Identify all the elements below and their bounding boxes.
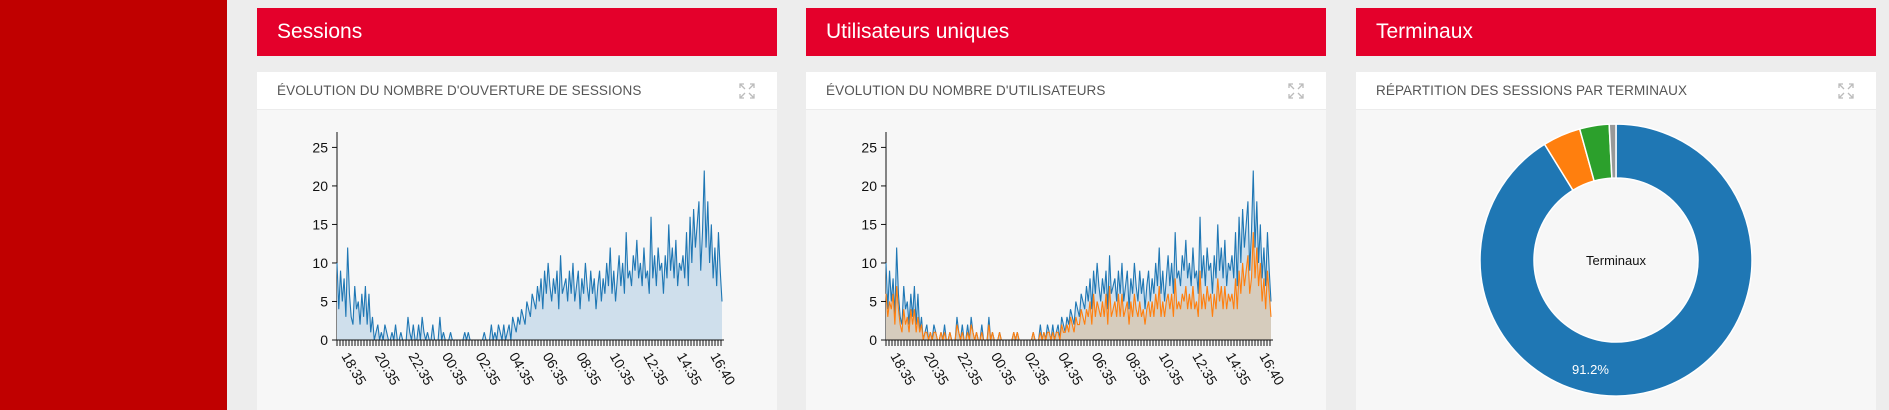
y-tick-label: 20 — [312, 178, 328, 194]
y-axis: 0 5 10 15 20 25 — [861, 132, 887, 348]
y-tick-label: 10 — [312, 255, 328, 271]
donut-slice-label: 91.2% — [1572, 362, 1609, 377]
x-tick-label: 18:35 — [338, 350, 369, 389]
series-area-0 — [337, 170, 722, 340]
terminals-donut-chart: 91.2% Terminaux — [1479, 123, 1753, 397]
card-header: RÉPARTITION DES SESSIONS PAR TERMINAUX — [1356, 72, 1876, 110]
x-tick-label: 20:35 — [372, 350, 403, 389]
x-tick-label: 00:35 — [439, 350, 470, 389]
expand-icon[interactable] — [739, 83, 755, 99]
y-axis: 0 5 10 15 20 25 — [312, 132, 338, 348]
x-tick-label: 12:35 — [1189, 350, 1220, 389]
section-header-sessions: Sessions — [257, 8, 777, 56]
card-title: ÉVOLUTION DU NOMBRE D'UTILISATEURS — [826, 83, 1106, 98]
x-tick-label: 10:35 — [607, 350, 638, 389]
y-tick-label: 15 — [861, 216, 877, 232]
x-axis: 18:35 20:35 22:35 00:35 02:35 04:35 06:35 08:35… — [336, 339, 739, 389]
column-sessions: Sessions ÉVOLUTION DU NOMBRE D'OUVERTURE… — [257, 8, 777, 410]
sessions-chart: 0 5 10 15 20 25 18:35 20:35 22:35 00:35 02:35 04:35… — [312, 132, 739, 389]
y-tick-label: 5 — [869, 293, 877, 309]
x-tick-label: 08:35 — [573, 350, 604, 389]
sidebar — [0, 0, 227, 410]
x-tick-label: 10:35 — [1156, 350, 1187, 389]
card-sessions: ÉVOLUTION DU NOMBRE D'OUVERTURE DE SESSI… — [257, 72, 777, 410]
x-tick-label: 12:35 — [640, 350, 671, 389]
expand-icon[interactable] — [1838, 83, 1854, 99]
x-tick-label: 18:35 — [887, 350, 918, 389]
card-users: ÉVOLUTION DU NOMBRE D'UTILISATEURS 0 5 10 1… — [806, 72, 1326, 410]
y-tick-label: 15 — [312, 216, 328, 232]
card-title: RÉPARTITION DES SESSIONS PAR TERMINAUX — [1376, 83, 1688, 98]
x-tick-label: 20:35 — [921, 350, 952, 389]
x-tick-label: 22:35 — [405, 350, 436, 389]
donut-center-label: Terminaux — [1586, 253, 1646, 268]
x-tick-label: 00:35 — [988, 350, 1019, 389]
expand-icon[interactable] — [1288, 83, 1304, 99]
x-tick-label: 04:35 — [506, 350, 537, 389]
x-tick-label: 06:35 — [540, 350, 571, 389]
y-tick-label: 25 — [861, 139, 877, 155]
x-tick-label: 22:35 — [954, 350, 985, 389]
y-tick-label: 20 — [861, 178, 877, 194]
y-tick-label: 5 — [320, 293, 328, 309]
y-tick-label: 0 — [869, 332, 877, 348]
x-tick-label: 06:35 — [1089, 350, 1120, 389]
x-tick-label: 02:35 — [1022, 350, 1053, 389]
series-area-1 — [886, 232, 1271, 340]
x-axis: 18:35 20:35 22:35 00:35 02:35 04:35 06:35 08:35… — [885, 339, 1288, 389]
section-header-users: Utilisateurs uniques — [806, 8, 1326, 56]
card-header: ÉVOLUTION DU NOMBRE D'UTILISATEURS — [806, 72, 1326, 110]
x-tick-label: 02:35 — [473, 350, 504, 389]
users-chart: 0 5 10 15 20 25 18:35 20:35 22:35 00:35 02:35 04:35… — [861, 132, 1288, 389]
donut-slice-3 — [1608, 123, 1617, 179]
x-tick-label: 16:40 — [1256, 350, 1287, 389]
x-tick-label: 14:35 — [674, 350, 705, 389]
y-tick-label: 10 — [861, 255, 877, 271]
card-header: ÉVOLUTION DU NOMBRE D'OUVERTURE DE SESSI… — [257, 72, 777, 110]
series-line-0 — [336, 170, 723, 341]
x-tick-label: 14:35 — [1223, 350, 1254, 389]
y-tick-label: 0 — [320, 332, 328, 348]
x-tick-label: 08:35 — [1122, 350, 1153, 389]
x-tick-label: 04:35 — [1055, 350, 1086, 389]
card-terminals: RÉPARTITION DES SESSIONS PAR TERMINAUX 9… — [1356, 72, 1876, 410]
card-title: ÉVOLUTION DU NOMBRE D'OUVERTURE DE SESSI… — [277, 83, 642, 98]
series-line-1 — [885, 232, 1272, 341]
donut-slice-0 — [1479, 123, 1753, 397]
y-tick-label: 25 — [312, 139, 328, 155]
section-header-terminals: Terminaux — [1356, 8, 1876, 56]
x-tick-label: 16:40 — [707, 350, 738, 389]
column-terminals: Terminaux RÉPARTITION DES SESSIONS PAR T… — [1356, 8, 1876, 410]
column-users: Utilisateurs uniques ÉVOLUTION DU NOMBRE… — [806, 8, 1326, 410]
